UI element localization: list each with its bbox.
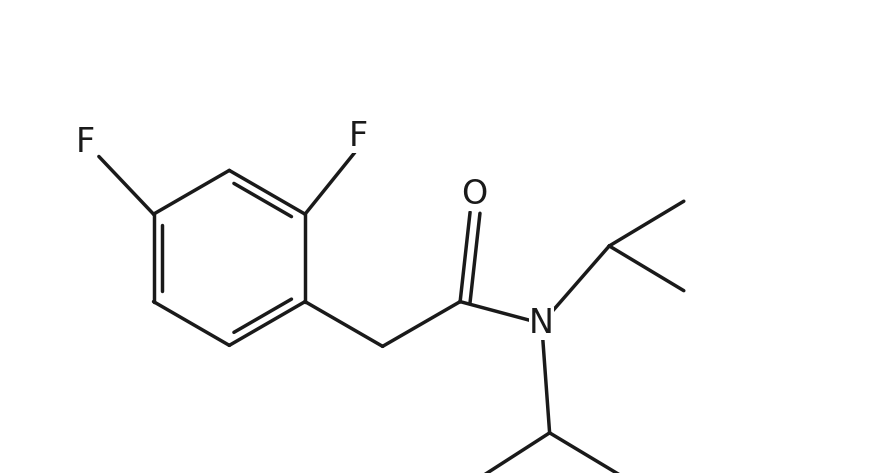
Text: F: F bbox=[349, 120, 368, 153]
Text: F: F bbox=[75, 126, 95, 159]
Text: O: O bbox=[461, 178, 487, 211]
Text: N: N bbox=[530, 307, 554, 340]
